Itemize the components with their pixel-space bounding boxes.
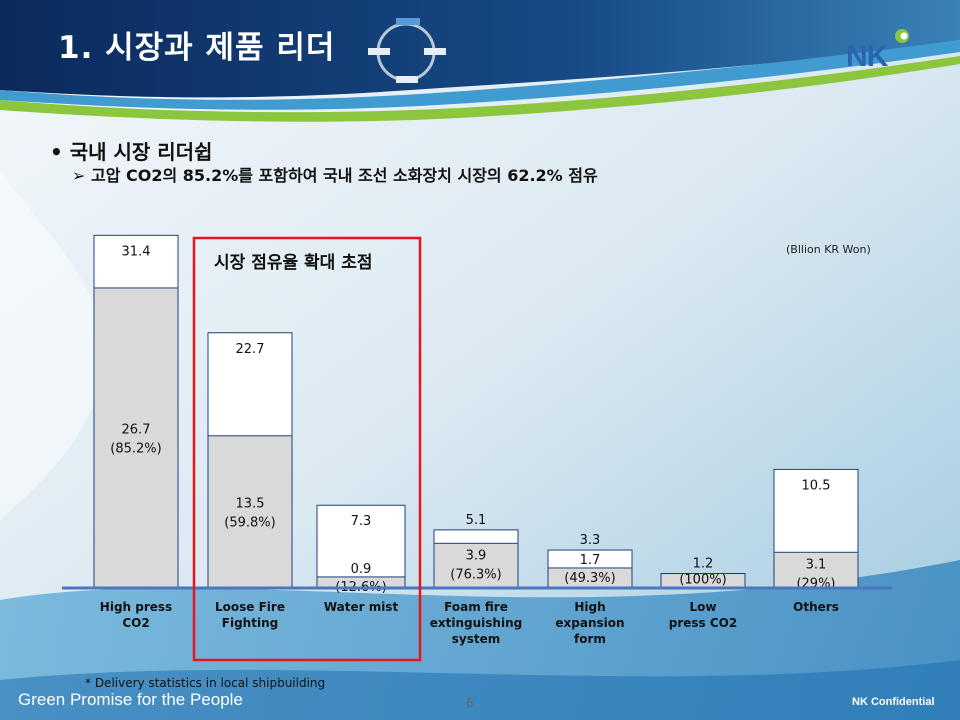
- bullet-main: • 국내 시장 리더쉽: [50, 140, 213, 164]
- bar-nk-share-6: [773, 551, 859, 588]
- category-label-6-0: Others: [793, 600, 839, 614]
- category-label-5-0: Low: [690, 600, 717, 614]
- category-label-2-0: Water mist: [324, 600, 399, 614]
- total-label-3: 5.1: [466, 513, 487, 528]
- total-label-2: 7.3: [351, 514, 372, 529]
- category-label-3-0: Foam fire: [444, 600, 508, 614]
- nk-value-label-6: 3.1: [806, 557, 827, 572]
- category-label-4-1: expansion: [555, 616, 624, 630]
- category-label-4-0: High: [574, 600, 605, 614]
- category-label-1-0: Loose Fire: [215, 600, 285, 614]
- category-label-4-2: form: [574, 632, 606, 646]
- nk-value-label-2: 0.9: [351, 562, 372, 577]
- total-label-0: 31.4: [122, 244, 151, 259]
- footer-confidential: NK Confidential: [852, 696, 935, 708]
- page-number: 6: [466, 696, 474, 710]
- category-label-3-2: system: [452, 632, 501, 646]
- total-label-6: 10.5: [802, 478, 831, 493]
- share-label-1: (59.8%): [224, 515, 275, 530]
- footnote: * Delivery statistics in local shipbuild…: [85, 676, 326, 690]
- category-label-5-1: press CO2: [669, 616, 737, 630]
- total-label-1: 22.7: [236, 342, 265, 357]
- category-label-3-1: extinguishing: [430, 616, 522, 630]
- total-label-4: 3.3: [580, 533, 601, 548]
- bar-nk-share-0: [93, 287, 179, 588]
- slide-title: 1. 시장과 제품 리더: [58, 30, 336, 66]
- nk-logo-swirl-icon: [895, 29, 909, 43]
- chart-unit-label: (Bllion KR Won): [786, 243, 871, 256]
- category-label-0-0: High press: [100, 600, 172, 614]
- share-label-3: (76.3%): [450, 567, 501, 582]
- bar-nk-share-3: [433, 542, 519, 588]
- title-decoration-icon: [368, 18, 446, 83]
- nk-value-label-0: 26.7: [122, 422, 151, 437]
- nk-value-label-3: 3.9: [466, 548, 487, 563]
- share-label-5: (100%): [679, 573, 726, 588]
- nk-value-label-4: 1.7: [580, 553, 601, 568]
- share-label-0: (85.2%): [110, 441, 161, 456]
- category-label-0-1: CO2: [122, 616, 149, 630]
- bullet-sub: ➢ 고압 CO2의 85.2%를 포함하여 국내 조선 소화장치 시장의 62.…: [72, 166, 598, 185]
- nk-value-label-1: 13.5: [236, 496, 265, 511]
- bar-nk-share-1: [207, 435, 293, 588]
- total-label-5: 1.2: [693, 557, 714, 572]
- focus-label: 시장 점유율 확대 초점: [214, 253, 373, 273]
- category-label-1-1: Fighting: [222, 616, 278, 630]
- share-label-4: (49.3%): [564, 571, 615, 586]
- footer-slogan: Green Promise for the People: [18, 690, 243, 709]
- focus-highlight-box: [192, 236, 422, 662]
- nk-logo: NK: [846, 40, 888, 73]
